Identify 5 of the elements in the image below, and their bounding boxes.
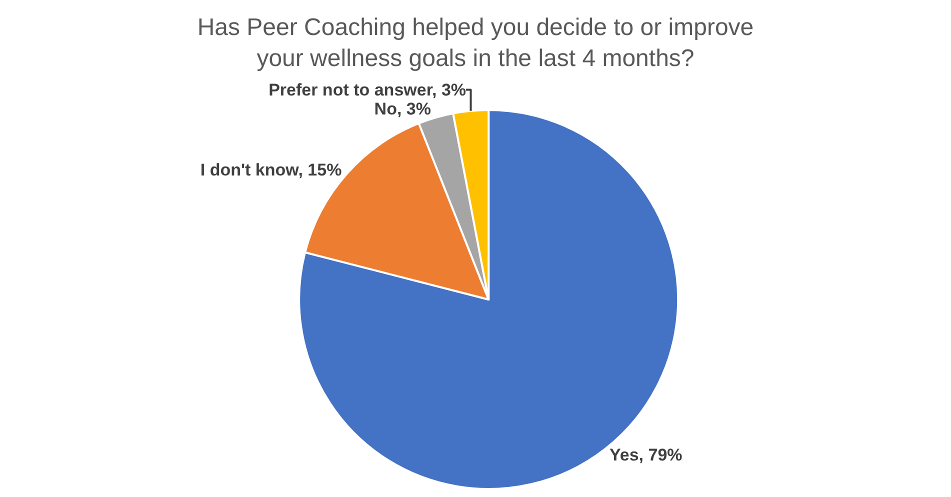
chart-title: Has Peer Coaching helped you decide to or improve your wellness goals in the last 4 months?: [197, 14, 754, 72]
slice-label: No, 3%: [374, 99, 431, 118]
slice-label: I don't know, 15%: [200, 160, 342, 180]
slice-label: Yes, 79%: [609, 446, 682, 465]
slice-label: Prefer not to answer, 3%: [268, 80, 466, 100]
